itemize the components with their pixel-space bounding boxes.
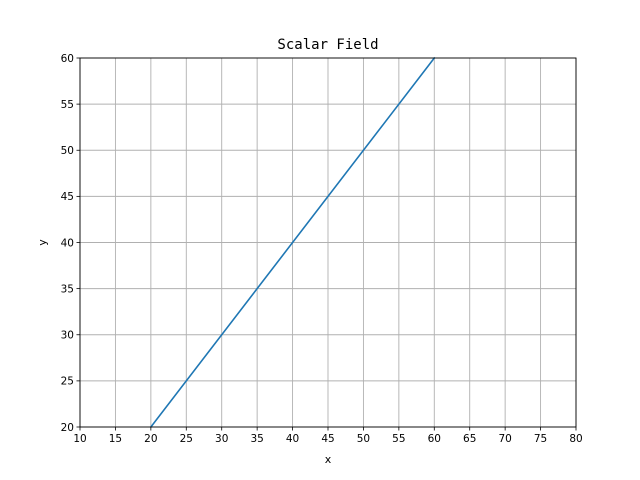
x-tick-label: 25 <box>180 433 193 445</box>
ticks: 10 15 20 25 30 35 40 45 50 55 60 65 70 75 80 20 25 30 35 40… <box>61 53 583 445</box>
chart-title: Scalar Field <box>277 37 378 53</box>
series-line <box>149 56 436 429</box>
x-tick-label: 45 <box>321 433 334 445</box>
x-axis-label: x <box>325 453 332 466</box>
x-tick-label: 35 <box>250 433 263 445</box>
y-tick-label: 45 <box>61 191 74 203</box>
x-tick-label: 30 <box>215 433 228 445</box>
x-tick-label: 20 <box>144 433 157 445</box>
x-tick-label: 75 <box>534 433 547 445</box>
x-tick-label: 40 <box>286 433 299 445</box>
x-tick-label: 15 <box>109 433 122 445</box>
y-tick-label: 55 <box>61 99 74 111</box>
y-tick-label: 35 <box>61 283 74 295</box>
x-tick-label: 50 <box>357 433 370 445</box>
grid <box>79 57 577 428</box>
x-tick-label: 65 <box>463 433 476 445</box>
y-tick-label: 30 <box>61 330 74 342</box>
x-tick-label: 60 <box>428 433 441 445</box>
x-tick-label: 10 <box>73 433 86 445</box>
x-tick-label: 70 <box>498 433 511 445</box>
y-tick-label: 60 <box>61 53 74 65</box>
x-tick-label: 80 <box>569 433 582 445</box>
y-tick-label: 50 <box>61 145 74 157</box>
y-tick-label: 20 <box>61 422 74 434</box>
series-layer <box>149 56 436 429</box>
y-tick-label: 40 <box>61 237 74 249</box>
y-tick-label: 25 <box>61 376 74 388</box>
y-axis-label: y <box>36 239 49 246</box>
x-tick-label: 55 <box>392 433 405 445</box>
